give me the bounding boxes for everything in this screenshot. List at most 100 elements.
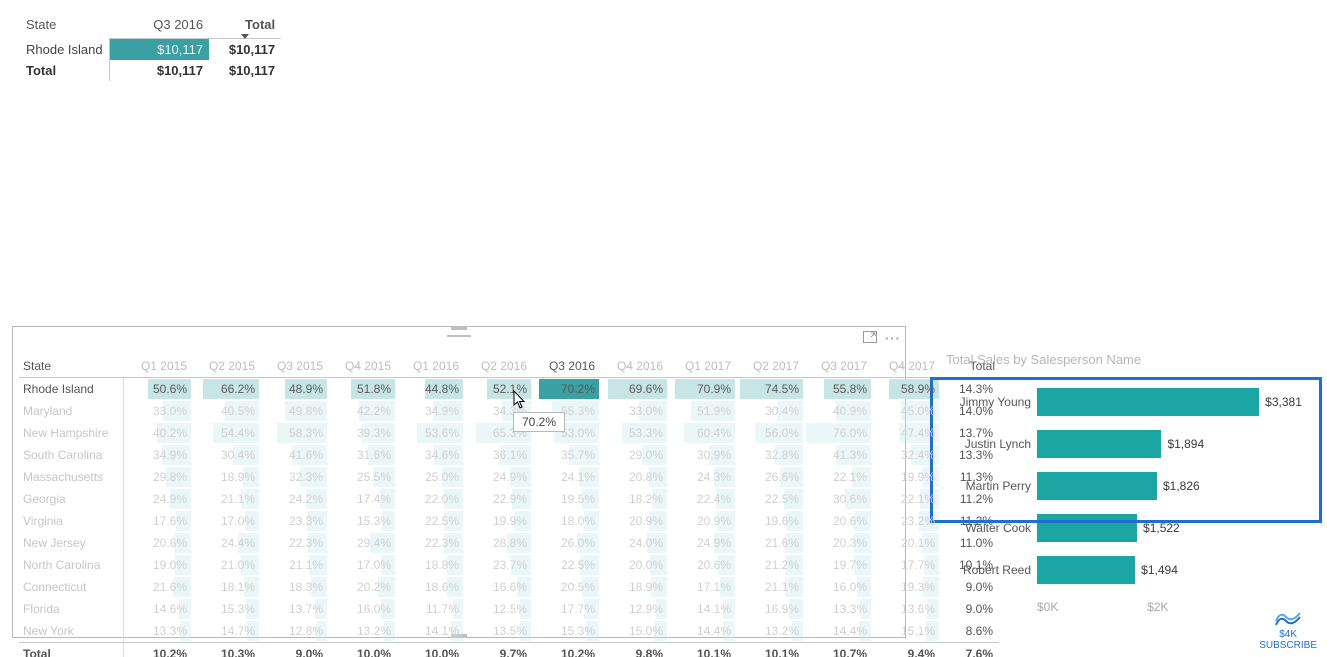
matrix-row-label[interactable]: Georgia [19,488,123,510]
matrix-cell[interactable]: 55.8% [803,378,871,401]
matrix-cell[interactable]: 44.8% [395,378,463,401]
matrix-cell[interactable]: 42.2% [327,400,395,422]
matrix-row-label[interactable]: New Jersey [19,532,123,554]
matrix-cell[interactable]: 34.3% [463,400,531,422]
matrix-cell[interactable]: 20.3% [803,532,871,554]
matrix-cell[interactable]: 19.3% [871,576,939,598]
matrix-cell[interactable]: 24.4% [191,532,259,554]
matrix-cell[interactable]: 58.3% [259,422,327,444]
matrix-cell[interactable]: 13.7% [259,598,327,620]
matrix-row-label[interactable]: Maryland [19,400,123,422]
matrix-cell[interactable]: 70.9% [667,378,735,401]
matrix-row-label[interactable]: Virginia [19,510,123,532]
matrix-cell[interactable]: 15.3% [531,620,599,643]
matrix-cell[interactable]: 29.4% [327,532,395,554]
state-period-matrix[interactable]: StateQ1 2015Q2 2015Q3 2015Q4 2015Q1 2016… [19,355,999,657]
matrix-cell[interactable]: 34.6% [395,444,463,466]
matrix-cell[interactable]: 30.9% [667,444,735,466]
matrix-cell[interactable]: 33.0% [599,400,667,422]
matrix-cell[interactable]: 21.6% [123,576,191,598]
matrix-row-label[interactable]: Florida [19,598,123,620]
more-options-icon[interactable]: ··· [885,331,899,343]
matrix-cell[interactable]: 20.1% [871,532,939,554]
matrix-cell[interactable]: 22.1% [803,466,871,488]
matrix-cell[interactable]: 22.3% [395,532,463,554]
matrix-header-period[interactable]: Q4 2015 [327,355,395,378]
matrix-header-period[interactable]: Q1 2015 [123,355,191,378]
matrix-header-period[interactable]: Q2 2017 [735,355,803,378]
matrix-cell[interactable]: 13.2% [327,620,395,643]
matrix-cell[interactable]: 60.4% [667,422,735,444]
matrix-cell[interactable]: 13.3% [803,598,871,620]
matrix-cell[interactable]: 56.0% [735,422,803,444]
summary-header-period[interactable]: Q3 2016 [109,14,209,39]
matrix-cell[interactable]: 15.0% [599,620,667,643]
summary-row-period-value[interactable]: $10,117 [109,39,209,61]
matrix-cell[interactable]: 49.8% [259,400,327,422]
bar-row[interactable]: Robert Reed$1,494 [946,549,1306,591]
matrix-header-period[interactable]: Q3 2015 [259,355,327,378]
matrix-cell[interactable]: 24.9% [667,532,735,554]
bar-fill[interactable] [1037,556,1135,584]
matrix-header-state[interactable]: State [19,355,123,378]
matrix-cell[interactable]: 22.3% [259,532,327,554]
matrix-cell[interactable]: 36.1% [463,444,531,466]
summary-row-total-value[interactable]: $10,117 [209,39,281,61]
matrix-cell[interactable]: 18.6% [395,576,463,598]
matrix-cell[interactable]: 50.6% [123,378,191,401]
matrix-cell[interactable]: 14.4% [803,620,871,643]
matrix-cell[interactable]: 24.9% [123,488,191,510]
drag-handle-icon[interactable] [447,335,471,337]
matrix-cell[interactable]: 26.0% [531,532,599,554]
summary-row-state[interactable]: Rhode Island [20,39,109,61]
matrix-cell[interactable]: 13.6% [871,598,939,620]
matrix-cell[interactable]: 29.8% [123,466,191,488]
matrix-cell[interactable]: 17.0% [327,554,395,576]
matrix-cell[interactable]: 20.5% [531,576,599,598]
matrix-cell[interactable]: 32.3% [259,466,327,488]
matrix-cell[interactable]: 17.6% [123,510,191,532]
matrix-cell[interactable]: 14.6% [123,598,191,620]
matrix-cell[interactable]: 19.7% [803,554,871,576]
bar-row[interactable]: Walter Cook$1,522 [946,507,1306,549]
matrix-cell[interactable]: 19.9% [463,510,531,532]
matrix-cell[interactable]: 25.5% [327,466,395,488]
matrix-cell[interactable]: 14.1% [395,620,463,643]
matrix-row-label[interactable]: North Carolina [19,554,123,576]
matrix-cell[interactable]: 16.9% [735,598,803,620]
matrix-header-period[interactable]: Q1 2016 [395,355,463,378]
matrix-cell[interactable]: 47.4% [871,422,939,444]
matrix-cell[interactable]: 20.6% [803,510,871,532]
matrix-header-period[interactable]: Q3 2017 [803,355,871,378]
matrix-cell[interactable]: 40.2% [123,422,191,444]
matrix-cell[interactable]: 21.1% [191,488,259,510]
matrix-cell[interactable]: 19.5% [531,488,599,510]
matrix-cell[interactable]: 24.9% [463,466,531,488]
matrix-cell[interactable]: 39.3% [327,422,395,444]
bar-row[interactable]: Jimmy Young$3,381 [946,381,1306,423]
matrix-cell[interactable]: 20.8% [599,466,667,488]
matrix-cell[interactable]: 24.0% [599,532,667,554]
bar-fill[interactable] [1037,472,1157,500]
matrix-cell[interactable]: 17.1% [667,576,735,598]
matrix-cell[interactable]: 30.6% [803,488,871,510]
matrix-cell[interactable]: 20.9% [667,510,735,532]
matrix-cell[interactable]: 15.3% [327,510,395,532]
bar-fill[interactable] [1037,388,1259,416]
matrix-cell[interactable]: 23.7% [463,554,531,576]
matrix-cell[interactable]: 51.9% [667,400,735,422]
matrix-cell[interactable]: 17.7% [531,598,599,620]
matrix-cell[interactable]: 15.3% [191,598,259,620]
matrix-cell[interactable]: 24.2% [259,488,327,510]
matrix-cell[interactable]: 53.3% [599,422,667,444]
matrix-cell[interactable]: 35.7% [531,444,599,466]
matrix-cell[interactable]: 21.1% [259,554,327,576]
matrix-cell[interactable]: 22.5% [531,554,599,576]
matrix-cell[interactable]: 53.6% [395,422,463,444]
matrix-cell[interactable]: 53.0% [531,422,599,444]
matrix-cell[interactable]: 29.0% [599,444,667,466]
matrix-cell[interactable]: 20.2% [327,576,395,598]
matrix-cell[interactable]: 41.3% [803,444,871,466]
matrix-cell[interactable]: 52.1% [463,378,531,401]
matrix-cell[interactable]: 16.0% [803,576,871,598]
